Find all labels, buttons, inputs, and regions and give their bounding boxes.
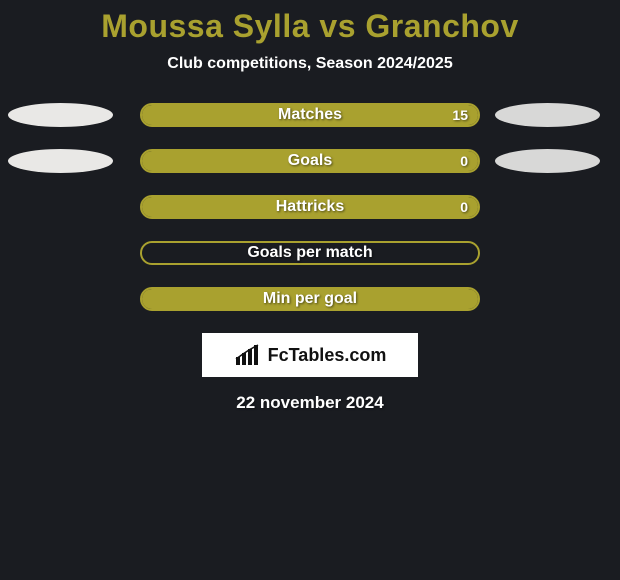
- stat-bar: Min per goal: [140, 287, 480, 311]
- stat-row: Goals per match: [0, 241, 620, 265]
- stat-bar: Matches 15: [140, 103, 480, 127]
- stat-row: Hattricks 0: [0, 195, 620, 219]
- player-right-marker: [495, 149, 600, 173]
- date-text: 22 november 2024: [0, 393, 620, 413]
- page-title: Moussa Sylla vs Granchov: [0, 0, 620, 45]
- stat-bar: Goals per match: [140, 241, 480, 265]
- stat-bar: Goals 0: [140, 149, 480, 173]
- stat-label: Hattricks: [276, 198, 344, 216]
- stat-row: Min per goal: [0, 287, 620, 311]
- stat-label: Goals: [288, 152, 332, 170]
- player-left-marker: [8, 149, 113, 173]
- stat-value: 0: [460, 199, 468, 215]
- logo-bars-icon: [234, 343, 262, 367]
- page-subtitle: Club competitions, Season 2024/2025: [0, 55, 620, 73]
- logo-box: FcTables.com: [202, 333, 418, 377]
- stat-value: 0: [460, 153, 468, 169]
- player-left-marker: [8, 103, 113, 127]
- comparison-infographic: Moussa Sylla vs Granchov Club competitio…: [0, 0, 620, 580]
- stat-value: 15: [452, 107, 468, 123]
- stat-label: Min per goal: [263, 290, 357, 308]
- stat-label: Matches: [278, 106, 342, 124]
- player-right-marker: [495, 103, 600, 127]
- stat-label: Goals per match: [247, 244, 372, 262]
- stat-rows: Matches 15 Goals 0 Hattricks 0 Goals per match…: [0, 103, 620, 311]
- stat-row: Goals 0: [0, 149, 620, 173]
- logo-text: FcTables.com: [268, 345, 387, 366]
- stat-bar: Hattricks 0: [140, 195, 480, 219]
- stat-row: Matches 15: [0, 103, 620, 127]
